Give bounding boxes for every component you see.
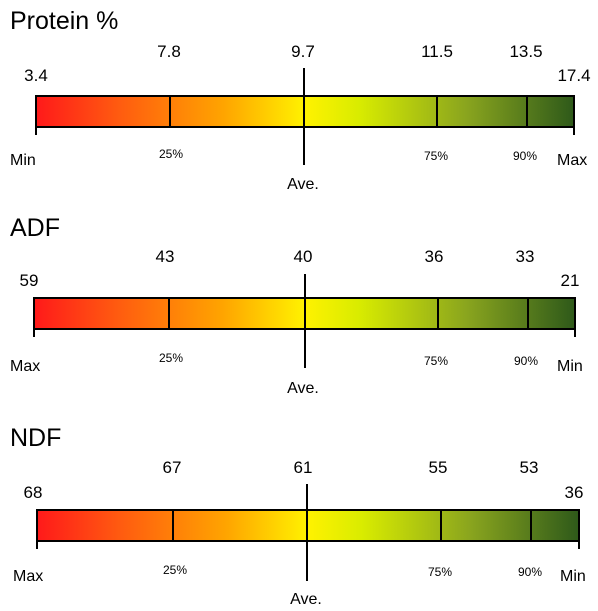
left-end-tick <box>33 330 35 337</box>
p75-value: 55 <box>428 458 448 477</box>
right-end-label: Min <box>560 568 586 585</box>
p90-marker <box>530 509 532 542</box>
average-marker <box>303 68 305 165</box>
right-end-tick <box>573 128 575 135</box>
average-label: Ave. <box>290 591 322 608</box>
gradient-scale-bar <box>35 95 575 128</box>
left-end-label: Max <box>10 358 41 375</box>
p25-marker <box>172 509 174 542</box>
average-label: Ave. <box>287 380 319 397</box>
right-end-value: 17.4 <box>557 66 591 85</box>
p25-label: 25% <box>158 351 184 365</box>
p25-label: 25% <box>162 563 188 577</box>
left-end-label: Max <box>13 568 44 585</box>
left-end-tick <box>36 542 38 549</box>
p25-marker <box>168 297 170 330</box>
right-end-tick <box>574 330 576 337</box>
p90-value: 53 <box>519 458 539 477</box>
scale-panel-protein: Protein % 7.8 9.7 11.5 13.5 3.4 17.4 Min… <box>0 0 598 200</box>
p75-label: 75% <box>423 354 449 368</box>
p75-label: 75% <box>423 149 449 163</box>
left-end-label: Min <box>10 152 36 169</box>
p90-value: 13.5 <box>509 42 543 61</box>
average-marker <box>306 484 308 581</box>
p90-marker <box>526 95 528 128</box>
left-end-value: 68 <box>23 483 43 502</box>
p25-value: 67 <box>162 458 182 477</box>
p90-marker <box>527 297 529 330</box>
panel-title: Protein % <box>10 7 119 35</box>
p25-value: 43 <box>155 247 175 266</box>
p25-value: 7.8 <box>157 42 181 61</box>
panel-title: NDF <box>10 424 62 452</box>
average-value: 61 <box>293 458 313 477</box>
average-value: 9.7 <box>291 42 315 61</box>
right-end-value: 36 <box>564 483 584 502</box>
p90-value: 33 <box>515 247 535 266</box>
left-end-value: 3.4 <box>24 66 48 85</box>
p90-label: 90% <box>517 565 543 579</box>
left-end-tick <box>35 128 37 135</box>
p75-label: 75% <box>427 565 453 579</box>
right-end-tick <box>578 542 580 549</box>
gradient-scale-bar <box>36 509 580 542</box>
right-end-label: Max <box>557 152 588 169</box>
p75-marker <box>440 509 442 542</box>
average-value: 40 <box>293 247 313 266</box>
p75-value: 36 <box>424 247 444 266</box>
p75-marker <box>436 95 438 128</box>
right-end-label: Min <box>557 358 583 375</box>
right-end-value: 21 <box>560 271 580 290</box>
p90-label: 90% <box>513 354 539 368</box>
p90-label: 90% <box>512 149 538 163</box>
panel-title: ADF <box>10 214 60 242</box>
p75-value: 11.5 <box>421 42 453 61</box>
scale-panel-adf: ADF 43 40 36 33 59 21 Max Min 25% 75% 90… <box>0 205 598 405</box>
left-end-value: 59 <box>19 271 39 290</box>
p25-marker <box>169 95 171 128</box>
p75-marker <box>437 297 439 330</box>
average-marker <box>304 274 306 368</box>
scale-panel-ndf: NDF 67 61 55 53 68 36 Max Min 25% 75% 90… <box>0 414 598 611</box>
p25-label: 25% <box>158 147 184 161</box>
average-label: Ave. <box>287 176 319 193</box>
